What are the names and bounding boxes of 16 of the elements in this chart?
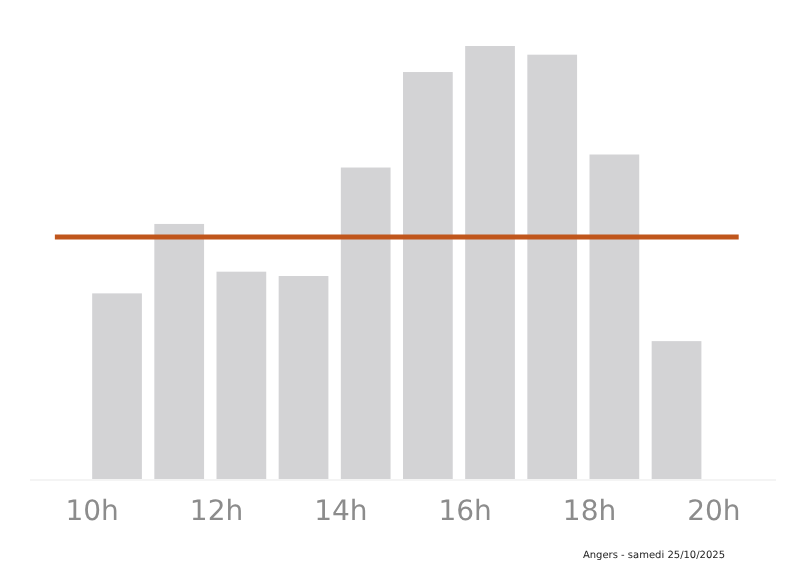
bar (92, 293, 142, 480)
x-tick-label: 20h (687, 495, 741, 528)
bar (651, 341, 702, 480)
bar (589, 154, 640, 480)
bar (340, 167, 391, 480)
x-tick-label: 14h (314, 495, 368, 528)
bar (403, 72, 453, 480)
bar (154, 223, 205, 480)
bar (527, 54, 578, 480)
x-tick-label: 16h (438, 495, 492, 528)
x-tick-label: 18h (562, 495, 617, 528)
bar (216, 271, 267, 480)
x-tick-label: 12h (189, 495, 244, 528)
bar (278, 276, 329, 480)
x-tick-label: 10h (65, 495, 119, 528)
bar (465, 46, 515, 480)
